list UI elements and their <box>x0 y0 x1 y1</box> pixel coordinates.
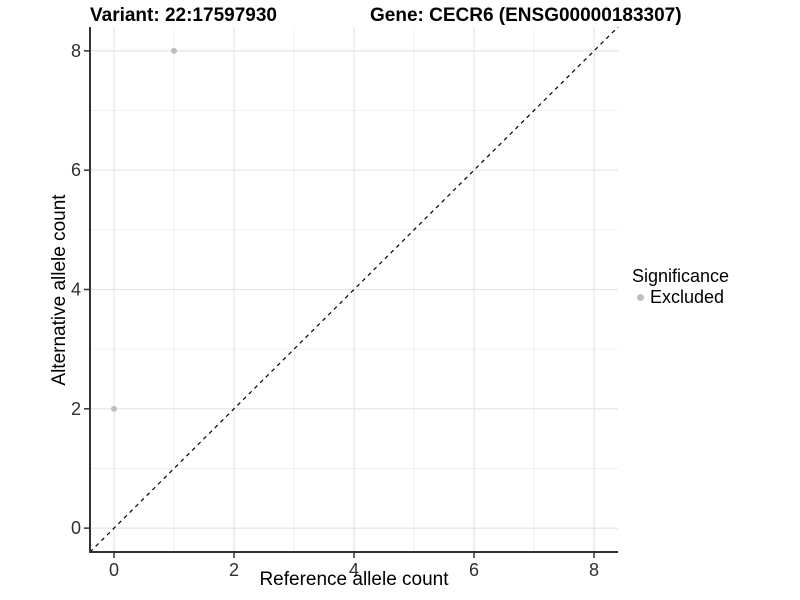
gridlines-major <box>90 27 618 552</box>
legend-point-swatch-icon <box>637 293 644 301</box>
svg-text:0: 0 <box>109 560 119 580</box>
legend-entry-label: Excluded <box>650 287 725 307</box>
y-axis-title: Alternative allele count <box>49 194 70 386</box>
svg-text:8: 8 <box>71 41 81 61</box>
svg-text:8: 8 <box>589 560 599 580</box>
svg-text:2: 2 <box>229 560 239 580</box>
plot-title-variant: Variant: 22:17597930 <box>90 5 277 26</box>
svg-text:0: 0 <box>71 518 81 538</box>
axis-lines <box>89 27 618 553</box>
svg-text:2: 2 <box>71 399 81 419</box>
legend-entry-excluded: Excluded <box>630 287 729 307</box>
legend-title: Significance <box>632 266 730 286</box>
plot-title-gene: Gene: CECR6 (ENSG00000183307) <box>370 5 682 26</box>
data-point <box>171 47 177 54</box>
axis-tick-marks <box>84 50 595 558</box>
x-axis-title: Reference allele count <box>259 569 449 590</box>
svg-text:4: 4 <box>71 280 81 300</box>
axis-tick-labels: 0 2 4 6 8 0 2 4 6 8 <box>71 41 599 580</box>
svg-text:4: 4 <box>349 560 359 580</box>
svg-text:6: 6 <box>71 160 81 180</box>
svg-text:6: 6 <box>469 560 479 580</box>
data-point <box>111 405 117 412</box>
legend: Significance Excluded <box>630 265 729 307</box>
data-points <box>111 47 177 412</box>
